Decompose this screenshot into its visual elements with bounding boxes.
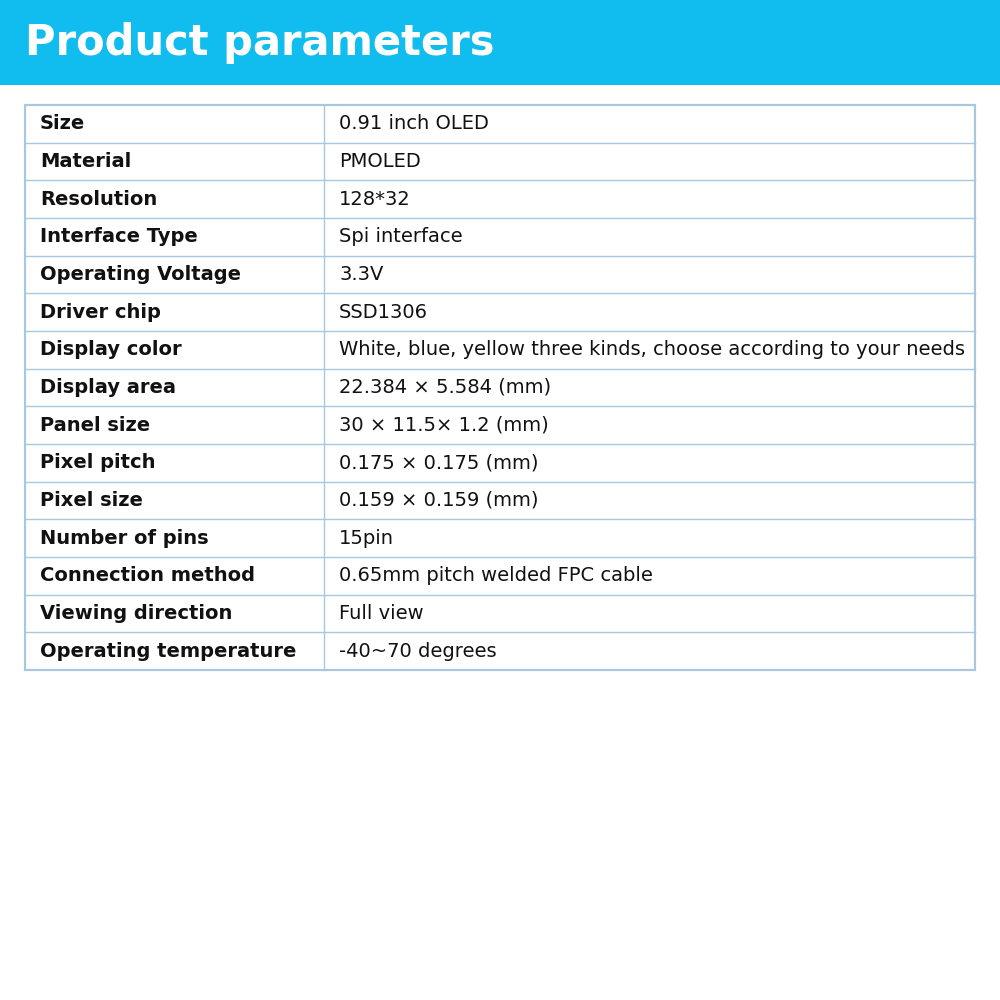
Bar	[25, 105, 975, 670]
Text: Resolution: Resolution	[40, 190, 157, 209]
Text: 15pin: 15pin	[339, 529, 394, 548]
Text: Display area: Display area	[40, 378, 176, 397]
Text: 0.91 inch OLED: 0.91 inch OLED	[339, 114, 489, 133]
Text: Connection method: Connection method	[40, 566, 255, 585]
Text: Full view: Full view	[339, 604, 424, 623]
Text: Display color: Display color	[40, 340, 182, 359]
Text: 30 × 11.5× 1.2 (mm): 30 × 11.5× 1.2 (mm)	[339, 416, 549, 435]
Text: SSD1306: SSD1306	[339, 303, 428, 322]
Text: 128*32: 128*32	[339, 190, 411, 209]
Text: PMOLED: PMOLED	[339, 152, 421, 171]
Text: Material: Material	[40, 152, 131, 171]
Bar	[25, 105, 975, 670]
Text: White, blue, yellow three kinds, choose according to your needs: White, blue, yellow three kinds, choose …	[339, 340, 965, 359]
Text: Interface Type: Interface Type	[40, 227, 198, 246]
Text: Pixel pitch: Pixel pitch	[40, 453, 156, 472]
Text: 22.384 × 5.584 (mm): 22.384 × 5.584 (mm)	[339, 378, 551, 397]
Text: Viewing direction: Viewing direction	[40, 604, 232, 623]
Text: Driver chip: Driver chip	[40, 303, 161, 322]
Text: Pixel size: Pixel size	[40, 491, 143, 510]
Text: Panel size: Panel size	[40, 416, 150, 435]
Text: Spi interface: Spi interface	[339, 227, 463, 246]
Text: Product parameters: Product parameters	[25, 21, 494, 64]
Text: Operating Voltage: Operating Voltage	[40, 265, 241, 284]
Text: Number of pins: Number of pins	[40, 529, 209, 548]
Text: Operating temperature: Operating temperature	[40, 642, 296, 661]
Text: -40~70 degrees: -40~70 degrees	[339, 642, 497, 661]
Text: 0.65mm pitch welded FPC cable: 0.65mm pitch welded FPC cable	[339, 566, 653, 585]
Text: 3.3V: 3.3V	[339, 265, 384, 284]
Text: Size: Size	[40, 114, 85, 133]
Bar	[0, 0, 1000, 85]
Text: 0.175 × 0.175 (mm): 0.175 × 0.175 (mm)	[339, 453, 539, 472]
Text: 0.159 × 0.159 (mm): 0.159 × 0.159 (mm)	[339, 491, 539, 510]
